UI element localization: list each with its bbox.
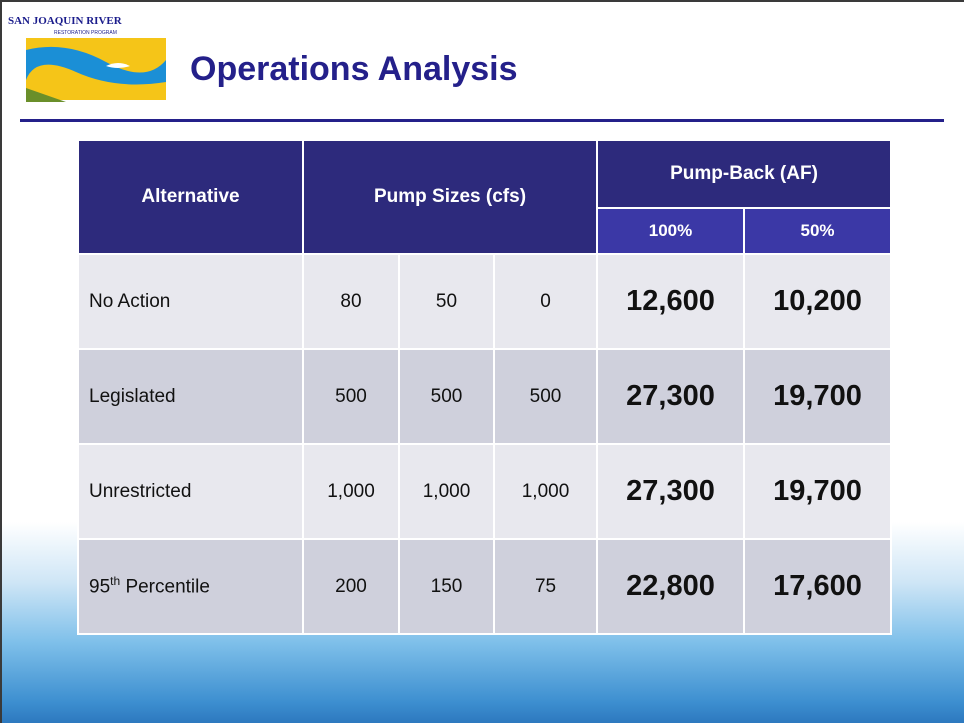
- pump-back: 22,800: [596, 538, 746, 635]
- pump-size: 1,000: [302, 443, 400, 540]
- pump-size: 80: [302, 253, 400, 350]
- subheader-cell: 100%: [596, 207, 746, 255]
- pump-back: 19,700: [743, 443, 893, 540]
- table: Alternative Pump Sizes (cfs) Pump-Back (…: [77, 139, 893, 635]
- pump-size: 200: [302, 538, 400, 635]
- logo-river: [26, 46, 166, 85]
- logo: SAN JOAQUIN RIVER RESTORATION PROGRAM: [8, 15, 166, 102]
- subheader-cell: 50%: [743, 207, 893, 255]
- row-name: No Action: [77, 253, 304, 350]
- row-name: Unrestricted: [77, 443, 304, 540]
- pump-size: 1,000: [492, 443, 599, 540]
- pump-back: 27,300: [596, 348, 746, 445]
- header-cell: Alternative: [77, 139, 304, 255]
- header-cell: Pump Sizes (cfs): [301, 139, 599, 255]
- row-name-suffix: th: [110, 574, 121, 589]
- pump-back: 17,600: [743, 538, 893, 635]
- pump-size: 0: [492, 253, 599, 350]
- title: Operations Analysis: [190, 50, 518, 88]
- pump-back: 27,300: [596, 443, 746, 540]
- pump-size: 50: [398, 253, 495, 350]
- logo-land: [26, 88, 66, 102]
- logo-fish: [106, 63, 130, 68]
- pump-back: 12,600: [596, 253, 746, 350]
- pump-size: 150: [398, 538, 495, 635]
- row-name-number: 95: [89, 576, 111, 598]
- row-name: Legislated: [77, 348, 304, 445]
- title-rule: [20, 119, 944, 122]
- pump-size: 1,000: [398, 443, 495, 540]
- header-cell: Pump-Back (AF): [596, 139, 893, 209]
- row-name-rest: Percentile: [125, 576, 210, 598]
- logo-title: SAN JOAQUIN RIVER: [8, 15, 123, 27]
- pump-size: 500: [398, 348, 495, 445]
- pump-size: 500: [302, 348, 400, 445]
- row-name: 95th Percentile: [77, 538, 304, 635]
- logo-subtitle: RESTORATION PROGRAM: [54, 30, 117, 36]
- pump-back: 19,700: [743, 348, 893, 445]
- pump-size: 75: [492, 538, 599, 635]
- pump-size: 500: [492, 348, 599, 445]
- pump-back: 10,200: [743, 253, 893, 350]
